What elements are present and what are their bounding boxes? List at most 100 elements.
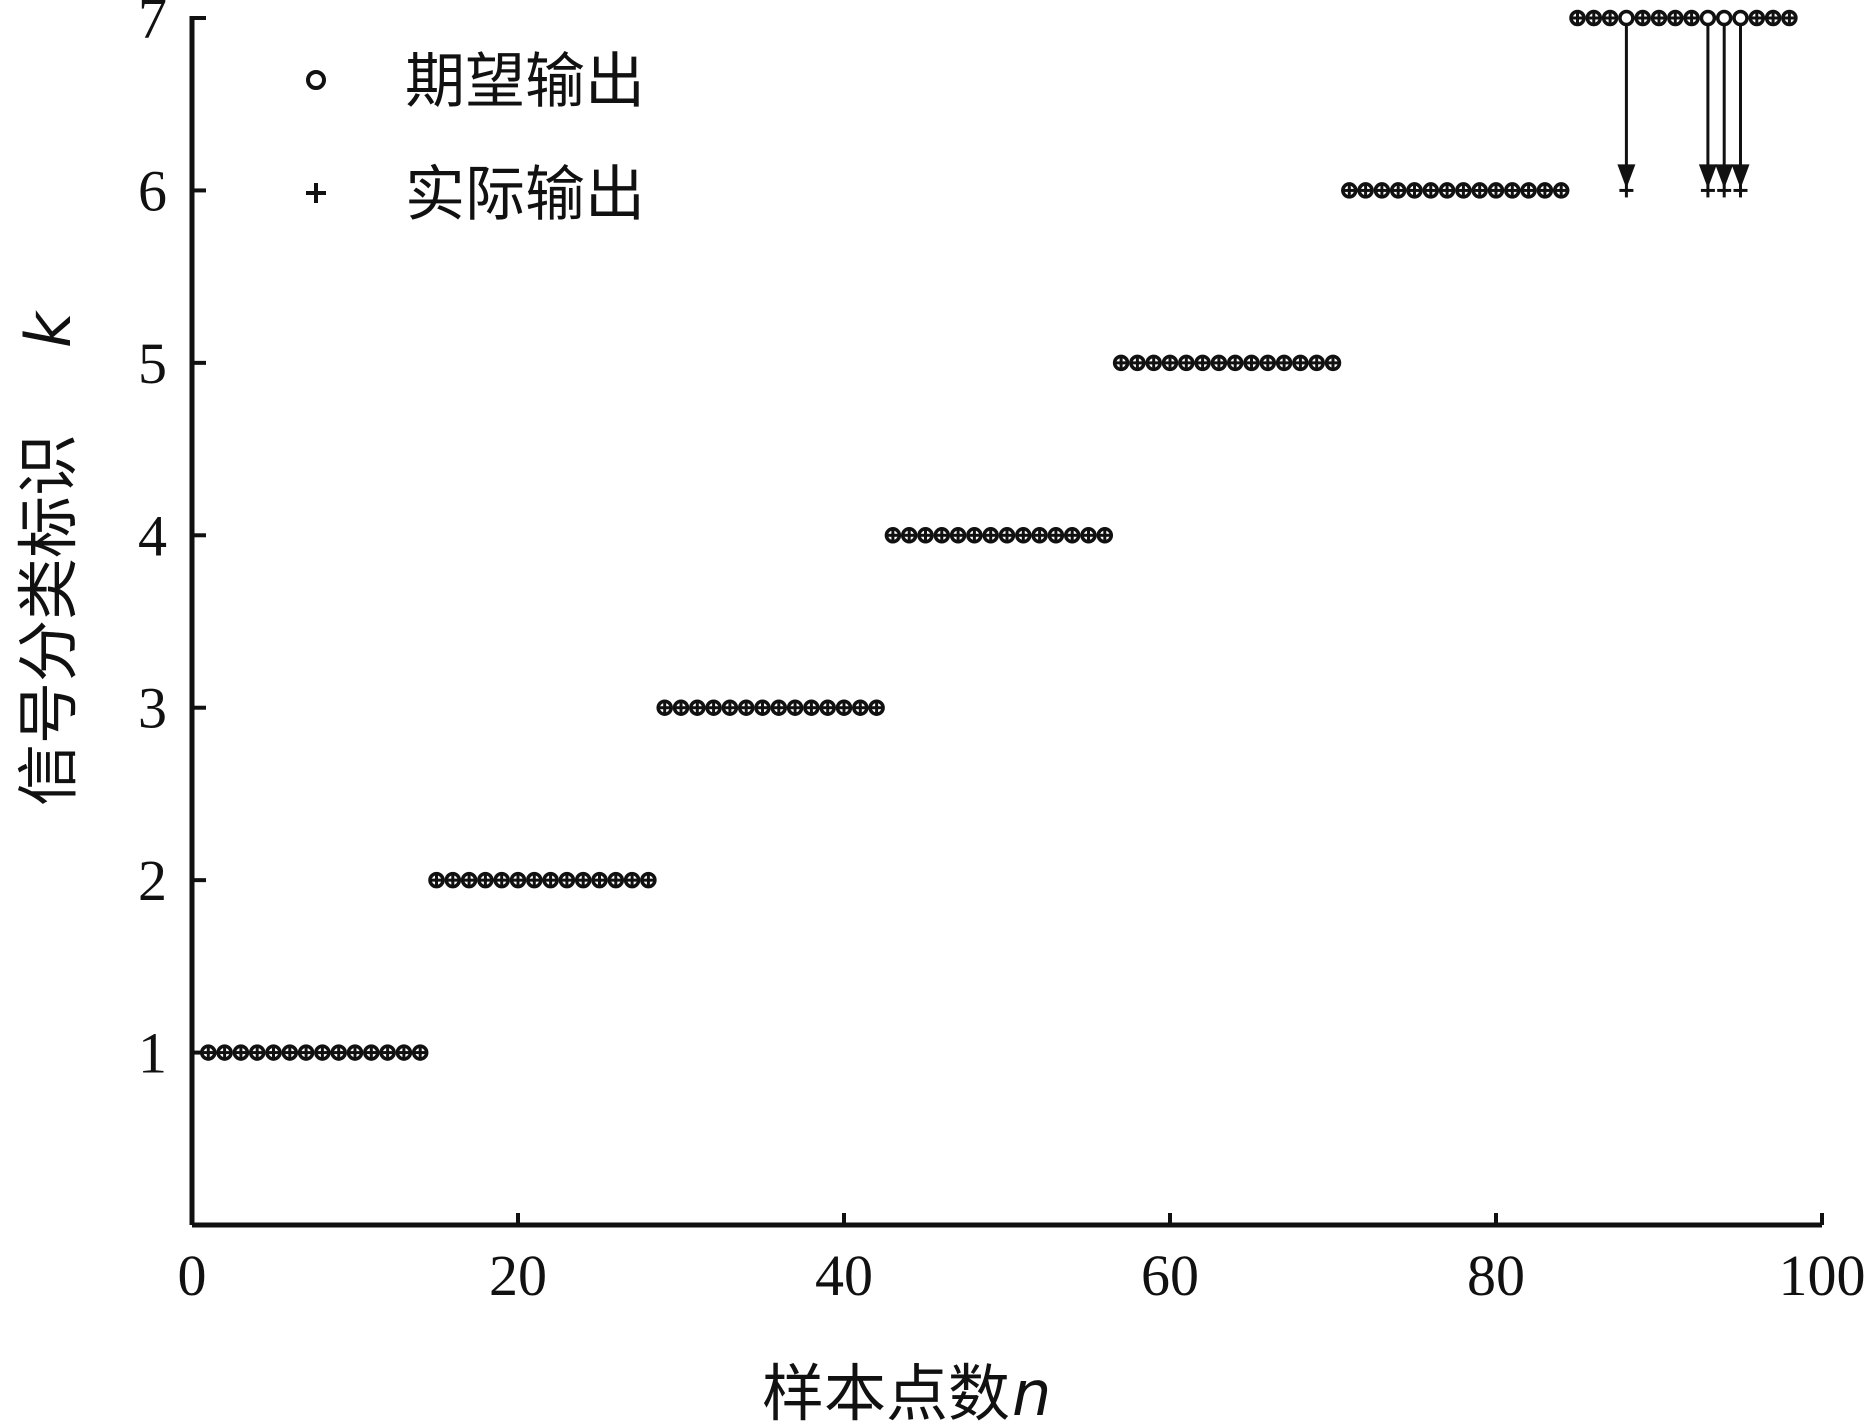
actual-point [1163, 355, 1177, 370]
actual-point [1684, 11, 1699, 25]
actual-point [1293, 355, 1308, 370]
y-axis-variable: k [12, 310, 85, 348]
actual-point [494, 873, 509, 888]
expected-point [1618, 9, 1635, 27]
actual-point [1423, 183, 1438, 198]
actual-point [934, 528, 949, 543]
actual-point [983, 528, 998, 543]
actual-point [1619, 183, 1634, 198]
actual-point [429, 873, 444, 888]
actual-point [380, 1045, 395, 1060]
actual-point [233, 1045, 248, 1060]
x-axis-title: 样本点数 [762, 1357, 1010, 1425]
actual-point [315, 1045, 330, 1060]
error-arrow-head [1715, 164, 1734, 189]
y-tick-label: 4 [138, 503, 167, 568]
actual-point [282, 1045, 297, 1060]
actual-point [804, 700, 819, 715]
actual-point [706, 700, 721, 715]
x-tick-label: 40 [815, 1243, 873, 1308]
actual-point [951, 528, 966, 543]
y-tick-label: 1 [138, 1021, 167, 1086]
legend-plus-marker [306, 183, 326, 203]
actual-point [576, 873, 591, 888]
actual-point [1440, 183, 1455, 198]
actual-point [299, 1045, 314, 1060]
expected-point [1732, 9, 1749, 27]
actual-point [1766, 11, 1781, 25]
actual-point [1635, 11, 1650, 25]
actual-point [1489, 183, 1503, 198]
actual-point [739, 700, 754, 715]
actual-point [1358, 183, 1373, 198]
actual-point [1570, 11, 1585, 25]
x-axis-variable: n [1012, 1357, 1051, 1425]
actual-point [1244, 355, 1259, 370]
actual-point [1114, 355, 1129, 370]
actual-point [1277, 355, 1292, 370]
actual-point [1309, 355, 1324, 370]
legend-circle-marker [306, 70, 326, 90]
y-tick-label: 6 [138, 158, 167, 223]
actual-point [217, 1045, 232, 1060]
actual-point [364, 1045, 379, 1060]
actual-point [1097, 528, 1112, 543]
error-arrow-head [1617, 164, 1636, 189]
actual-point [1554, 183, 1569, 198]
y-tick-label: 7 [138, 0, 167, 51]
actual-point [1586, 11, 1601, 25]
actual-point [1326, 355, 1340, 370]
actual-point [869, 700, 884, 715]
legend-label-actual: 实际输出 [405, 160, 645, 230]
actual-point [511, 873, 525, 888]
actual-point [722, 700, 737, 715]
actual-point [1048, 528, 1063, 543]
actual-point [1195, 355, 1210, 370]
actual-point [396, 1045, 411, 1060]
actual-point [559, 873, 574, 888]
actual-point [885, 528, 900, 543]
legend: 期望输出 实际输出 [306, 47, 645, 230]
actual-point [527, 873, 542, 888]
x-tick-label: 60 [1141, 1243, 1199, 1308]
x-tick-label: 0 [178, 1243, 207, 1308]
actual-point [820, 700, 835, 715]
actual-point [641, 873, 656, 888]
actual-point [674, 700, 688, 715]
actual-point [1537, 183, 1552, 198]
actual-point [625, 873, 640, 888]
data-marks [200, 9, 1798, 1061]
expected-point [1715, 9, 1733, 27]
actual-point [1782, 11, 1797, 25]
legend-label-expected: 期望输出 [405, 47, 645, 117]
actual-point [771, 700, 786, 715]
actual-point [1081, 528, 1096, 543]
actual-point [1032, 528, 1047, 543]
actual-point [266, 1045, 281, 1060]
y-tick-label: 5 [138, 331, 167, 396]
actual-point [413, 1045, 428, 1060]
y-tick-label: 3 [138, 676, 167, 741]
actual-point [657, 700, 672, 715]
actual-point [788, 700, 803, 715]
axes [189, 16, 1822, 1228]
actual-point [918, 528, 933, 543]
expected-point [1699, 9, 1717, 27]
actual-point [1228, 355, 1243, 370]
x-tick-label: 20 [489, 1243, 547, 1308]
actual-point [462, 873, 477, 888]
actual-point [348, 1045, 362, 1060]
actual-point [755, 700, 770, 715]
actual-point [478, 873, 493, 888]
error-arrow-head [1731, 164, 1750, 189]
actual-point [592, 873, 607, 888]
actual-point [1733, 183, 1748, 198]
actual-point [1456, 183, 1471, 198]
actual-point [331, 1045, 346, 1060]
actual-point [1130, 355, 1145, 370]
actual-point [1603, 11, 1618, 25]
actual-point [1146, 355, 1161, 370]
actual-point [1391, 183, 1406, 198]
actual-point [837, 700, 851, 715]
